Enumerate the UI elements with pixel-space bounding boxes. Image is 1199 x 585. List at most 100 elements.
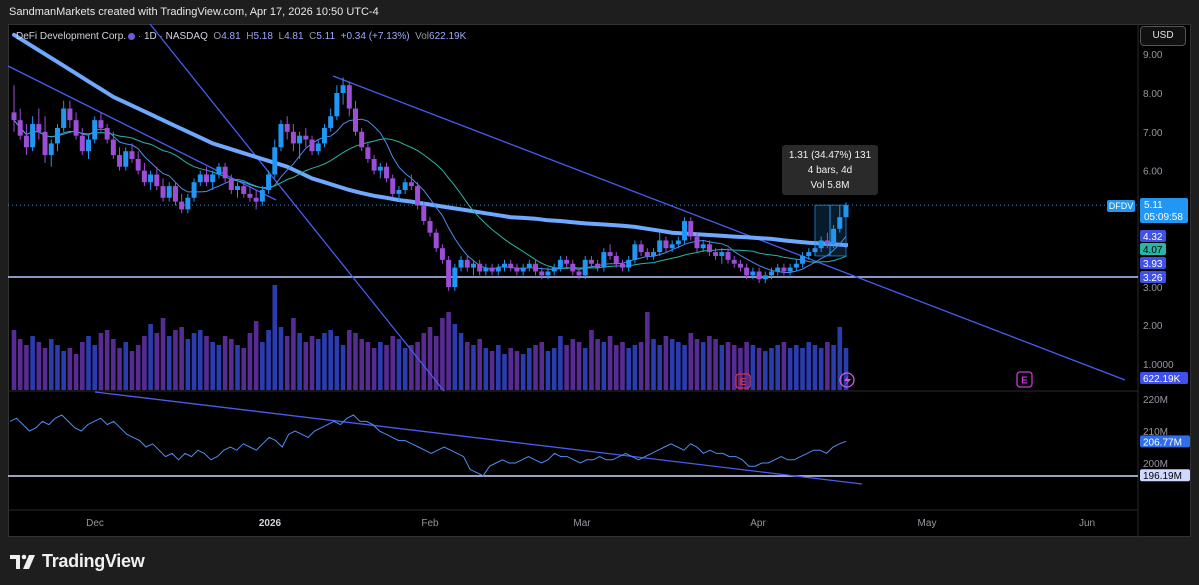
- volume-bar: [427, 327, 433, 390]
- volume-bar: [197, 330, 203, 390]
- candle-body: [415, 186, 421, 206]
- volume-bar: [123, 342, 129, 390]
- candle-body: [297, 135, 303, 144]
- volume-bar: [191, 333, 197, 390]
- countdown-value: 05:09:58: [1144, 212, 1183, 223]
- volume-bar: [775, 345, 781, 390]
- measure-line-1: 1.31 (34.47%) 131: [788, 150, 872, 161]
- volume-bar: [11, 330, 17, 390]
- candle-body: [377, 166, 383, 171]
- last-price-box: [1140, 198, 1188, 223]
- volume-bar: [86, 336, 91, 390]
- price-label: 4.32: [1143, 232, 1163, 243]
- candle-body: [73, 120, 79, 136]
- candle-body: [700, 244, 706, 249]
- candle-body: [831, 228, 837, 245]
- candle-body: [619, 263, 625, 268]
- candle-body: [17, 120, 23, 136]
- candle-body: [36, 124, 42, 132]
- candle-body: [141, 170, 147, 183]
- candle-body: [644, 252, 650, 256]
- candle-body: [719, 252, 725, 256]
- volume-bar: [421, 333, 427, 390]
- volume-bar: [769, 348, 774, 390]
- footer: [0, 540, 1199, 585]
- volume-bar: [725, 342, 731, 390]
- close-label: C: [309, 31, 317, 42]
- candle-body: [526, 263, 532, 268]
- volume-bar: [104, 330, 110, 390]
- volume-bar: [322, 333, 327, 390]
- volume-bar: [334, 336, 340, 390]
- volume-bar: [794, 345, 799, 390]
- volume-bar: [489, 351, 495, 390]
- obv-tick-label: 200M: [1143, 459, 1168, 470]
- tradingview-logo[interactable]: TradingView: [10, 551, 145, 572]
- tradingview-logo-icon: [10, 554, 35, 569]
- time-tick-label: 2026: [259, 518, 282, 529]
- volume-bar: [483, 348, 489, 390]
- candle-body: [340, 85, 346, 93]
- lightning-bolt: [844, 375, 851, 386]
- candle-body: [135, 158, 141, 171]
- high-value: 5.18: [253, 31, 273, 42]
- candle-body: [713, 252, 719, 256]
- price-tick-label: 2.00: [1143, 321, 1163, 332]
- volume-bar: [825, 342, 830, 390]
- volume-bar: [409, 345, 414, 390]
- ma-mid-line: [13, 119, 847, 269]
- volume-bar: [396, 339, 402, 390]
- price-label: 3.93: [1143, 259, 1163, 270]
- candle-body: [352, 108, 358, 132]
- candle-body: [166, 186, 172, 198]
- open-label: O: [213, 31, 222, 42]
- candle-body: [682, 221, 688, 241]
- chart-frame[interactable]: [8, 24, 1191, 537]
- volume-bar: [440, 318, 445, 390]
- volume-bar: [520, 354, 526, 390]
- volume-bar: [545, 351, 551, 390]
- volume-bar: [651, 339, 656, 390]
- symbol-name[interactable]: DeFi Development Corp.: [16, 31, 127, 42]
- volume-bar: [527, 348, 532, 390]
- candle-body: [92, 120, 98, 140]
- volume-bar: [98, 333, 104, 390]
- volume-bar: [24, 345, 29, 390]
- volume-bar: [241, 348, 247, 390]
- time-tick-label: Feb: [421, 518, 439, 529]
- candle-body: [601, 252, 607, 268]
- candle-body: [117, 155, 123, 167]
- candle-body: [48, 143, 54, 156]
- volume-bar: [756, 348, 762, 390]
- candle-body: [129, 151, 135, 159]
- candle-body: [402, 182, 408, 190]
- candle-body: [253, 197, 259, 202]
- candle-body: [768, 271, 774, 276]
- candle-body: [272, 147, 278, 175]
- volume-bar: [564, 345, 569, 390]
- trendline-steep: [149, 23, 445, 392]
- low-value: 4.81: [284, 31, 304, 42]
- axes: 9.008.007.006.003.002.001.0000220M210M20…: [86, 50, 1190, 529]
- volume-bar: [831, 345, 836, 390]
- candle-body: [675, 240, 681, 245]
- price-label-box: [1140, 271, 1166, 283]
- candle-body: [470, 263, 476, 268]
- volume-bar: [92, 345, 98, 390]
- volume-bar: [589, 330, 594, 390]
- candle-body: [508, 263, 514, 268]
- volume-bar: [216, 345, 222, 390]
- candle-body: [737, 263, 743, 268]
- volume-bar: [129, 351, 135, 390]
- earnings-letter: E: [740, 377, 747, 388]
- symbol-tag-box: [1107, 200, 1135, 212]
- volume-bar: [42, 348, 48, 390]
- volume-bar: [55, 345, 60, 390]
- volume-bar: [117, 348, 122, 390]
- candle-body: [104, 127, 110, 140]
- candle-body: [315, 143, 321, 152]
- candle-body: [483, 267, 489, 272]
- currency-button[interactable]: USD: [1140, 26, 1186, 46]
- volume-bar: [67, 348, 73, 390]
